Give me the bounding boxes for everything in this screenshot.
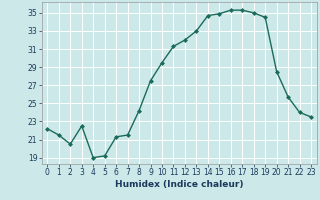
X-axis label: Humidex (Indice chaleur): Humidex (Indice chaleur): [115, 180, 244, 189]
